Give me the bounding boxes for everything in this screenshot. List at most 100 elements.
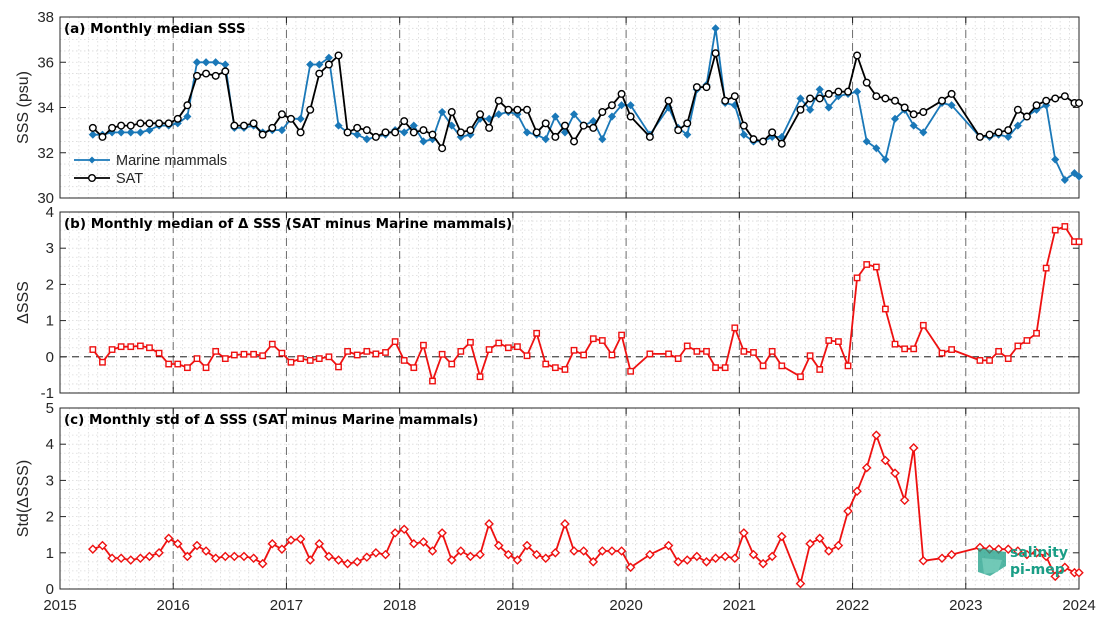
data-point — [721, 96, 730, 105]
data-point — [362, 135, 371, 144]
data-point — [136, 342, 144, 350]
data-point — [1074, 567, 1084, 578]
x-tick-label: 2018 — [383, 597, 416, 614]
x-tick-label: 2017 — [270, 597, 303, 614]
data-point — [448, 360, 456, 368]
data-point — [674, 355, 682, 363]
data-point — [570, 137, 579, 146]
data-point — [711, 24, 720, 33]
data-point — [901, 345, 909, 353]
data-point — [682, 555, 693, 565]
data-point — [324, 551, 334, 562]
data-point — [589, 335, 597, 343]
data-point — [400, 117, 409, 126]
data-point — [995, 347, 1003, 355]
data-point — [230, 351, 238, 359]
data-point — [683, 130, 692, 139]
data-point — [446, 555, 457, 565]
data-point — [1023, 337, 1031, 344]
data-point — [287, 358, 295, 366]
data-point — [919, 321, 927, 329]
data-point — [823, 546, 834, 556]
data-point — [767, 551, 777, 562]
data-point — [240, 350, 248, 358]
data-point — [853, 274, 861, 282]
watermark-text: salinity — [1010, 545, 1068, 561]
y-axis-label: Std(ΔSSS) — [15, 460, 32, 537]
data-point — [759, 137, 768, 146]
y-tick-label: 4 — [46, 436, 54, 453]
legend-label: SAT — [116, 171, 143, 187]
y-tick-label: 0 — [46, 349, 54, 366]
data-point — [835, 338, 842, 345]
data-point — [465, 551, 476, 562]
data-point — [249, 119, 258, 128]
legend-label: Marine mammals — [116, 153, 227, 169]
data-point — [618, 331, 625, 339]
data-point — [182, 551, 193, 562]
y-tick-label: 30 — [37, 190, 54, 207]
data-point — [456, 128, 465, 137]
data-point — [88, 130, 97, 139]
data-point — [362, 126, 371, 135]
y-tick-label: 0 — [46, 581, 54, 598]
data-point — [164, 119, 173, 128]
data-point — [796, 94, 805, 103]
data-point — [1075, 238, 1083, 246]
data-point — [476, 110, 485, 119]
data-point — [692, 551, 702, 562]
data-point — [533, 329, 541, 337]
data-point — [250, 350, 258, 358]
data-point — [795, 578, 806, 589]
data-point — [371, 132, 380, 141]
data-point — [919, 108, 928, 117]
x-tick-label: 2020 — [609, 597, 642, 614]
data-point — [607, 101, 616, 110]
data-point — [540, 553, 551, 564]
data-point — [108, 123, 117, 132]
legend-marker — [88, 156, 96, 164]
data-point — [126, 128, 135, 137]
data-point — [108, 346, 116, 353]
data-point — [485, 346, 493, 353]
data-point — [259, 352, 267, 360]
data-point — [853, 51, 862, 60]
data-point — [306, 105, 315, 114]
panel-b — [59, 211, 1083, 394]
data-point — [909, 110, 918, 119]
legend: Marine mammals SAT — [74, 153, 227, 187]
data-point — [183, 112, 192, 121]
y-axis-label: ΔSSS — [15, 281, 32, 324]
data-point — [192, 58, 202, 67]
data-point — [560, 121, 569, 130]
data-point — [739, 121, 748, 130]
watermark-icon — [982, 558, 1002, 574]
data-point — [144, 551, 155, 562]
data-point — [598, 108, 607, 117]
data-point — [363, 347, 371, 355]
data-point — [844, 87, 853, 96]
data-point — [202, 364, 210, 372]
data-point — [239, 551, 249, 562]
data-point — [344, 347, 351, 355]
data-point — [428, 130, 437, 139]
data-point — [429, 377, 436, 385]
data-point — [325, 353, 333, 361]
x-tick-label: 2024 — [1062, 597, 1095, 614]
data-point — [372, 350, 380, 358]
data-point — [891, 96, 900, 105]
data-point — [645, 132, 654, 141]
data-point — [324, 60, 333, 69]
data-point — [1013, 121, 1022, 130]
data-point — [107, 553, 117, 564]
data-point — [908, 443, 919, 453]
data-point — [438, 144, 447, 153]
data-point — [627, 367, 635, 375]
data-point — [1022, 549, 1032, 560]
data-point — [193, 355, 201, 363]
data-point — [824, 89, 833, 98]
data-point — [1060, 175, 1069, 184]
data-point — [211, 58, 220, 67]
data-point — [343, 128, 352, 137]
y-tick-label: 3 — [46, 240, 54, 257]
